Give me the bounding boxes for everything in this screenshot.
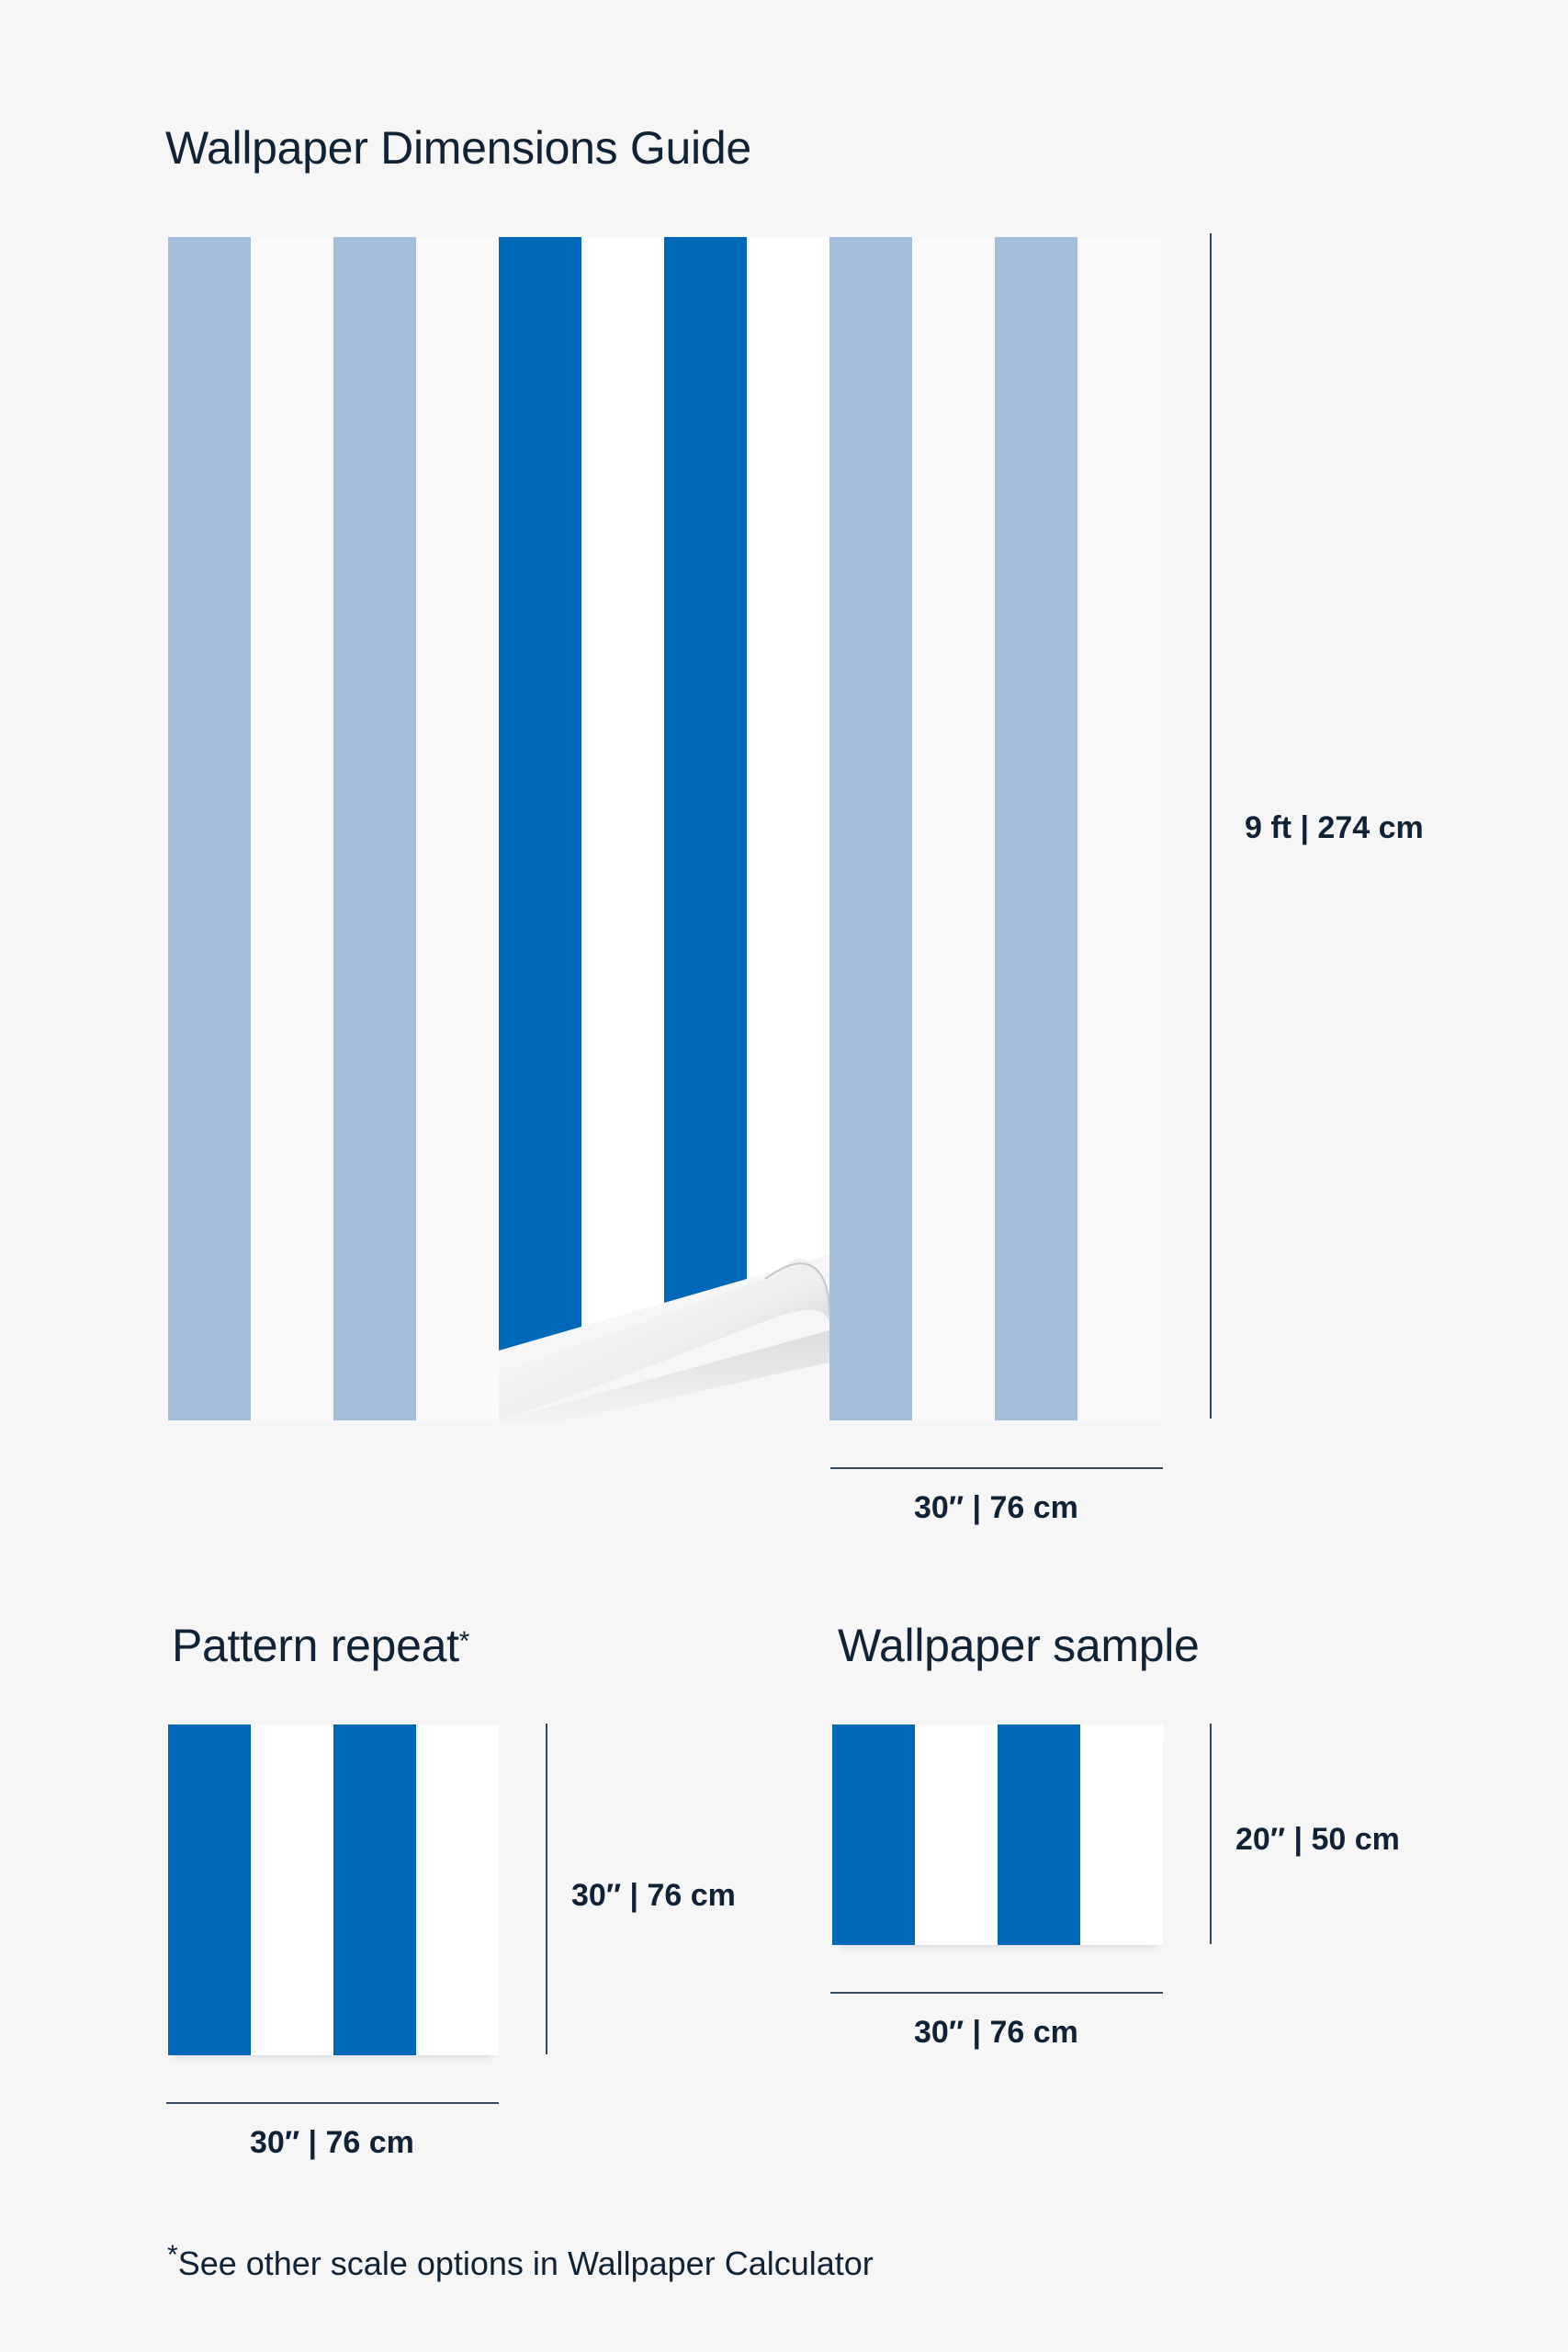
stripe-dark: [168, 1724, 251, 2055]
wallpaper-roll-illustration: [168, 237, 1162, 1420]
sample-width-label: 30″ | 76 cm: [914, 2015, 1078, 2050]
stripe-light: [333, 237, 416, 1420]
stripe-white: [915, 1724, 998, 1945]
roll-width-label: 30″ | 76 cm: [914, 1490, 1078, 1525]
pattern-repeat-swatch: [168, 1724, 499, 2055]
stripe-dark: [998, 1724, 1080, 1945]
page-title: Wallpaper Dimensions Guide: [165, 122, 751, 174]
roll-height-line: [1210, 233, 1212, 1419]
pattern-repeat-height-line: [546, 1724, 547, 2054]
pattern-repeat-height-label: 30″ | 76 cm: [571, 1878, 736, 1913]
sample-swatch: [832, 1724, 1163, 1945]
stripe-white: [416, 237, 499, 1420]
stripe-light: [995, 237, 1077, 1420]
stripe-white: [416, 1724, 499, 2055]
stripe-dark: [664, 237, 747, 1420]
footnote-asterisk: *: [167, 2240, 178, 2270]
pattern-repeat-width-label: 30″ | 76 cm: [250, 2125, 414, 2160]
sample-height-label: 20″ | 50 cm: [1235, 1822, 1400, 1857]
sample-height-line: [1210, 1724, 1212, 1944]
stripe-light: [829, 237, 912, 1420]
stripe-white: [747, 237, 829, 1420]
stripe-white: [912, 237, 995, 1420]
pattern-repeat-asterisk: *: [458, 1626, 470, 1657]
stripe-white: [251, 237, 333, 1420]
roll-width-line: [830, 1467, 1163, 1469]
stripe-light: [168, 237, 251, 1420]
stripe-white: [251, 1724, 333, 2055]
footnote-text: See other scale options in Wallpaper Cal…: [177, 2245, 874, 2282]
stripe-dark: [333, 1724, 416, 2055]
sample-heading: Wallpaper sample: [838, 1620, 1200, 1671]
stripe-dark: [499, 237, 581, 1420]
pattern-repeat-heading: Pattern repeat*: [172, 1619, 469, 1672]
sample-width-line: [830, 1992, 1163, 1994]
page-curl-icon: [499, 1255, 830, 1420]
pattern-repeat-heading-text: Pattern repeat: [172, 1620, 459, 1671]
stripe-white: [581, 237, 664, 1420]
footnote: *See other scale options in Wallpaper Ca…: [167, 2240, 874, 2283]
stripe-dark: [832, 1724, 915, 1945]
stripe-white: [1080, 1724, 1163, 1945]
pattern-repeat-width-line: [166, 2102, 499, 2104]
roll-height-label: 9 ft | 274 cm: [1245, 810, 1424, 845]
stripe-white: [1077, 237, 1162, 1420]
